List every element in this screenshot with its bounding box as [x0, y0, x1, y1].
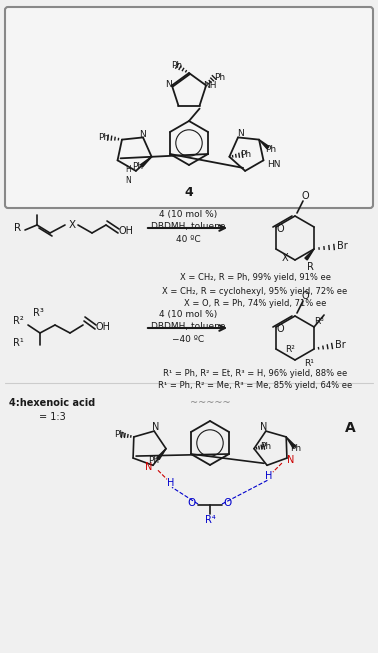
Text: O: O [188, 498, 196, 508]
Text: R⁴: R⁴ [204, 515, 215, 525]
Text: Ph: Ph [98, 133, 110, 142]
Text: = 1:3: = 1:3 [39, 412, 65, 422]
Text: R³: R³ [33, 308, 43, 318]
Text: N: N [145, 462, 153, 472]
Text: X = CH₂, R = cyclohexyl, 95% yield, 72% ee: X = CH₂, R = cyclohexyl, 95% yield, 72% … [163, 287, 348, 296]
Text: Br: Br [337, 241, 347, 251]
Text: 4:hexenoic acid: 4:hexenoic acid [9, 398, 95, 408]
Text: A: A [345, 421, 355, 435]
Text: Ph: Ph [132, 162, 143, 171]
Text: Br: Br [335, 340, 345, 350]
Text: H: H [167, 478, 175, 488]
Text: DBDMH, toluene: DBDMH, toluene [151, 323, 225, 332]
Text: R²: R² [12, 316, 23, 326]
Text: OH: OH [96, 322, 110, 332]
Text: ~~~~~: ~~~~~ [190, 398, 230, 408]
Text: Ph: Ph [265, 145, 277, 154]
Polygon shape [157, 449, 166, 460]
Text: O: O [301, 291, 309, 301]
Text: R¹: R¹ [12, 338, 23, 348]
Text: X = O, R = Ph, 74% yield, 71% ee: X = O, R = Ph, 74% yield, 71% ee [184, 300, 326, 308]
Text: N: N [287, 455, 294, 465]
Text: H
N: H N [125, 165, 131, 185]
Text: O: O [276, 324, 284, 334]
Text: O: O [301, 191, 309, 201]
Text: Ph: Ph [114, 430, 125, 439]
Text: R³: R³ [314, 317, 324, 326]
Polygon shape [305, 249, 314, 260]
Text: 4 (10 mol %): 4 (10 mol %) [159, 310, 217, 319]
Text: H: H [265, 471, 273, 481]
Text: Ph: Ph [291, 445, 302, 453]
Text: Ph: Ph [172, 61, 183, 69]
Text: R: R [14, 223, 22, 233]
Text: R²: R² [285, 345, 295, 355]
Text: O: O [224, 498, 232, 508]
Text: X: X [282, 253, 288, 263]
Text: Ph: Ph [149, 456, 160, 465]
Text: R: R [307, 262, 313, 272]
Text: Ph: Ph [260, 442, 271, 451]
Text: N: N [139, 130, 146, 139]
Text: 4 (10 mol %): 4 (10 mol %) [159, 210, 217, 219]
Text: −40 ºC: −40 ºC [172, 334, 204, 343]
Text: N: N [260, 422, 268, 432]
Text: 4: 4 [184, 187, 194, 200]
Text: HN: HN [267, 160, 280, 169]
Text: N: N [152, 422, 160, 432]
Text: DBDMH, toluene: DBDMH, toluene [151, 223, 225, 232]
Text: R¹ = Ph, R² = Et, R³ = H, 96% yield, 88% ee: R¹ = Ph, R² = Et, R³ = H, 96% yield, 88%… [163, 368, 347, 377]
Text: Ph: Ph [215, 73, 226, 82]
Polygon shape [286, 437, 295, 448]
Text: R¹ = Ph, R² = Me, R³ = Me, 85% yield, 64% ee: R¹ = Ph, R² = Me, R³ = Me, 85% yield, 64… [158, 381, 352, 390]
Polygon shape [259, 140, 269, 149]
Text: 40 ºC: 40 ºC [176, 234, 200, 244]
Text: R¹: R¹ [304, 358, 314, 368]
Text: N: N [166, 80, 172, 89]
Text: N: N [237, 129, 243, 138]
FancyBboxPatch shape [5, 7, 373, 208]
Polygon shape [141, 157, 152, 167]
Text: Ph: Ph [240, 150, 251, 159]
Text: OH: OH [118, 226, 133, 236]
Text: O: O [276, 224, 284, 234]
Text: NH: NH [203, 81, 217, 90]
Text: X = CH₂, R = Ph, 99% yield, 91% ee: X = CH₂, R = Ph, 99% yield, 91% ee [180, 274, 330, 283]
Text: X: X [68, 220, 76, 230]
